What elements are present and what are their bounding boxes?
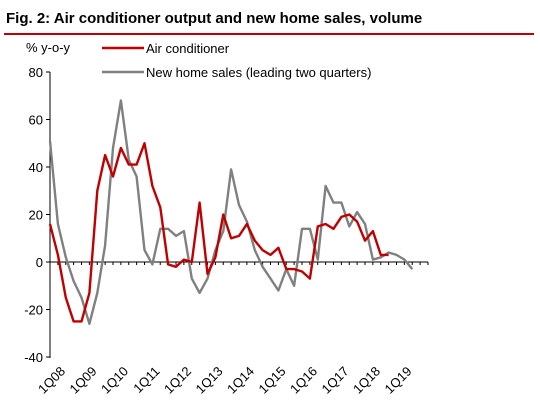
legend-label: New home sales (leading two quarters) bbox=[146, 65, 371, 80]
y-tick-label: -20 bbox=[24, 303, 43, 318]
y-tick-label: 80 bbox=[29, 65, 43, 80]
x-tick-label: 1Q18 bbox=[350, 364, 383, 397]
legend-label: Air conditioner bbox=[146, 41, 230, 56]
x-tick-label: 1Q08 bbox=[35, 364, 68, 397]
legend: Air conditioner New home sales (leading t… bbox=[102, 41, 371, 80]
x-tick-label: 1Q12 bbox=[161, 364, 194, 397]
y-tick-label: 20 bbox=[29, 208, 43, 223]
x-tick-label: 1Q15 bbox=[256, 364, 289, 397]
series-line-new-home-sales bbox=[48, 99, 414, 325]
x-tick-label: 1Q17 bbox=[319, 364, 352, 397]
y-axis-label: % y-o-y bbox=[26, 40, 71, 55]
chart-title: Fig. 2: Air conditioner output and new h… bbox=[6, 10, 423, 27]
title-rule bbox=[4, 33, 534, 35]
x-tick-label: 1Q13 bbox=[193, 364, 226, 397]
y-axis: 80 60 40 20 0 -20 -40 bbox=[24, 65, 51, 365]
x-tick-label: 1Q10 bbox=[98, 364, 131, 397]
series-line-air-conditioner bbox=[48, 142, 389, 323]
y-tick-label: 0 bbox=[36, 255, 43, 270]
series-layer bbox=[48, 99, 414, 325]
x-tick-label: 1Q09 bbox=[67, 364, 100, 397]
x-tick-label: 1Q11 bbox=[130, 364, 162, 396]
x-tick-label: 1Q14 bbox=[224, 364, 257, 397]
x-tick-label: 1Q19 bbox=[382, 364, 415, 397]
y-tick-label: 40 bbox=[29, 160, 43, 175]
x-tick-label: 1Q16 bbox=[287, 364, 320, 397]
y-tick-label: 60 bbox=[29, 113, 43, 128]
y-tick-label: -40 bbox=[24, 350, 43, 365]
